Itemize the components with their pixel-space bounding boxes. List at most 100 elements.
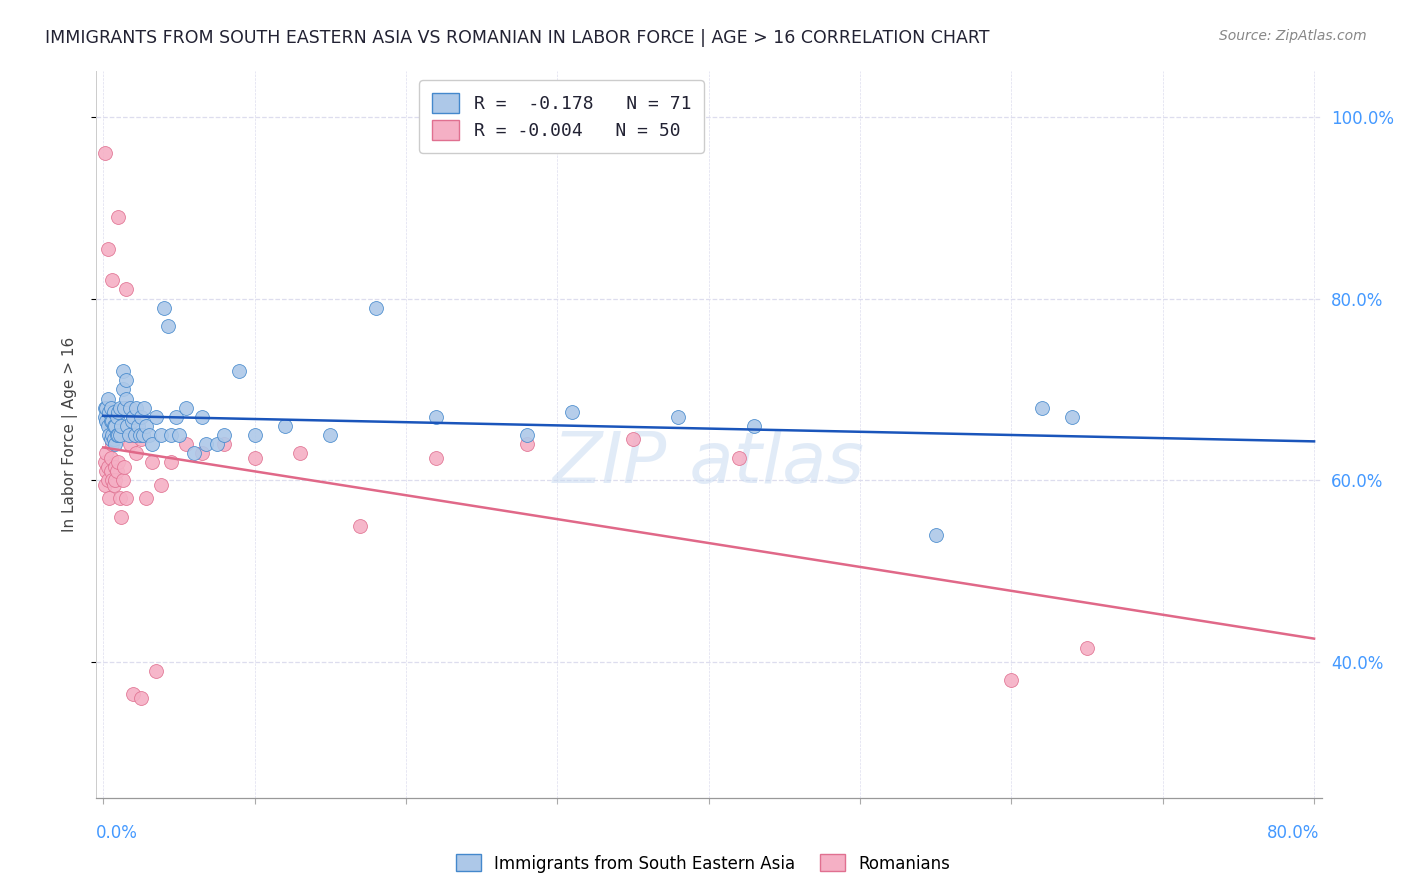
Point — [666, 409, 689, 424]
Point — [122, 687, 145, 701]
Point — [167, 428, 190, 442]
Point — [190, 446, 212, 460]
Point — [115, 373, 138, 387]
Point — [135, 491, 157, 506]
Point — [105, 464, 128, 478]
Point — [141, 455, 163, 469]
Point — [122, 409, 145, 424]
Point — [104, 459, 127, 474]
Point — [425, 450, 447, 465]
Point — [115, 392, 138, 406]
Text: Source: ZipAtlas.com: Source: ZipAtlas.com — [1219, 29, 1367, 43]
Point — [160, 428, 183, 442]
Point — [128, 428, 150, 442]
Point — [111, 364, 134, 378]
Point — [103, 478, 125, 492]
Point — [93, 146, 115, 161]
Point — [135, 418, 157, 433]
Point — [228, 364, 250, 378]
Point — [924, 528, 946, 542]
Point — [160, 455, 183, 469]
Point — [516, 428, 538, 442]
Point — [97, 418, 120, 433]
Point — [107, 210, 129, 224]
Point — [110, 509, 132, 524]
Point — [100, 450, 122, 465]
Point — [107, 405, 129, 419]
Point — [111, 473, 134, 487]
Point — [100, 401, 122, 415]
Point — [127, 418, 149, 433]
Point — [100, 464, 122, 478]
Point — [243, 450, 266, 465]
Point — [97, 459, 120, 474]
Point — [103, 405, 125, 419]
Point — [108, 401, 131, 415]
Point — [96, 414, 118, 428]
Point — [141, 437, 163, 451]
Text: IMMIGRANTS FROM SOUTH EASTERN ASIA VS ROMANIAN IN LABOR FORCE | AGE > 16 CORRELA: IMMIGRANTS FROM SOUTH EASTERN ASIA VS RO… — [45, 29, 990, 46]
Point — [122, 428, 145, 442]
Point — [190, 409, 212, 424]
Point — [132, 401, 155, 415]
Point — [349, 518, 371, 533]
Point — [152, 301, 174, 315]
Point — [145, 664, 167, 678]
Point — [149, 428, 172, 442]
Point — [561, 405, 583, 419]
Point — [195, 437, 218, 451]
Point — [1076, 641, 1098, 656]
Point — [120, 401, 142, 415]
Point — [516, 437, 538, 451]
Point — [125, 446, 148, 460]
Point — [1060, 409, 1083, 424]
Point — [115, 491, 138, 506]
Point — [288, 446, 311, 460]
Point — [104, 473, 127, 487]
Point — [176, 437, 198, 451]
Point — [98, 491, 121, 506]
Point — [274, 418, 297, 433]
Point — [97, 242, 120, 256]
Point — [120, 437, 142, 451]
Point — [104, 418, 127, 433]
Point — [97, 473, 120, 487]
Point — [742, 418, 765, 433]
Point — [125, 401, 148, 415]
Point — [425, 409, 447, 424]
Point — [129, 691, 152, 706]
Point — [1000, 673, 1022, 688]
Y-axis label: In Labor Force | Age > 16: In Labor Force | Age > 16 — [62, 337, 77, 533]
Point — [205, 437, 228, 451]
Point — [101, 437, 124, 451]
Point — [121, 414, 143, 428]
Point — [93, 409, 115, 424]
Point — [108, 491, 131, 506]
Point — [214, 437, 236, 451]
Point — [117, 401, 139, 415]
Point — [103, 418, 125, 433]
Point — [118, 428, 141, 442]
Point — [165, 409, 187, 424]
Point — [93, 401, 115, 415]
Point — [93, 478, 115, 492]
Legend: Immigrants from South Eastern Asia, Romanians: Immigrants from South Eastern Asia, Roma… — [449, 847, 957, 880]
Point — [105, 428, 128, 442]
Point — [112, 459, 135, 474]
Point — [111, 383, 134, 397]
Point — [108, 428, 131, 442]
Point — [98, 428, 121, 442]
Point — [100, 433, 122, 447]
Point — [101, 414, 124, 428]
Point — [129, 409, 152, 424]
Point — [214, 428, 236, 442]
Point — [98, 405, 121, 419]
Point — [728, 450, 751, 465]
Point — [621, 433, 644, 447]
Point — [124, 428, 146, 442]
Point — [183, 446, 205, 460]
Point — [103, 433, 125, 447]
Point — [93, 455, 115, 469]
Point — [117, 418, 139, 433]
Point — [364, 301, 387, 315]
